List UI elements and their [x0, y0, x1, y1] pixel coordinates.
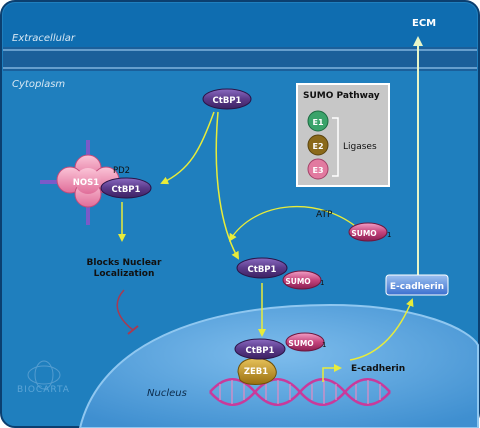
ctbp1-sumo-complex: CtBP1 SUMO 1	[236, 257, 324, 290]
promoter-arrow	[322, 364, 342, 382]
sumo-nuc-label: SUMO	[288, 339, 313, 348]
nucleus	[78, 303, 479, 428]
ctbp1-top-label: CtBP1	[213, 96, 242, 106]
e1-enzyme	[307, 110, 329, 132]
cell-membrane	[3, 47, 477, 71]
e2-label: E2	[312, 142, 323, 151]
arrow-gene-to-protein	[349, 298, 414, 361]
arrow-ctbp1-to-sumoylation	[215, 111, 239, 260]
atp-label: ATP	[316, 210, 333, 220]
sumo-pathway-box: SUMO Pathway Ligases E1 E2 E3	[296, 83, 390, 187]
blocks-label-line1: Blocks Nuclear	[87, 258, 162, 268]
e3-enzyme	[307, 158, 329, 180]
extracellular-label: Extracellular	[12, 33, 76, 44]
inhibition-arrow	[116, 289, 134, 331]
sumo-nuc-subscript: 1	[322, 341, 326, 349]
e1-label: E1	[312, 118, 323, 127]
e-cadherin-gene-label: E-cadherin	[351, 364, 405, 374]
cytoplasm-label: Cytoplasm	[12, 79, 65, 90]
nucleus-label: Nucleus	[147, 388, 187, 399]
e3-label: E3	[312, 166, 323, 175]
sumo-free	[348, 222, 388, 242]
ctbp1-nos-label: CtBP1	[112, 185, 141, 195]
ligases-label: Ligases	[343, 142, 377, 152]
sumo-mid-label: SUMO	[285, 277, 310, 286]
ctbp1-nuc-label: CtBP1	[246, 346, 275, 356]
zeb1-label: ZEB1	[244, 367, 268, 377]
sumo-free-label: SUMO	[351, 229, 376, 238]
biocarta-logo: BIOCARTA	[17, 360, 70, 395]
ctbp1-cytoplasmic	[202, 88, 252, 110]
e2-enzyme	[307, 134, 329, 156]
e-cadherin-protein-label: E-cadherin	[390, 282, 444, 292]
nuclear-repressor-complex: ZEB1 CtBP1 SUMO 1	[234, 332, 326, 385]
nos1-label: NOS1	[73, 178, 99, 188]
biocarta-watermark: BIOCARTA	[17, 385, 70, 395]
blocks-label-line2: Localization	[94, 269, 155, 279]
arrow-ctbp1-to-nos1	[160, 111, 215, 185]
sumo-pathway-title: SUMO Pathway	[303, 91, 380, 101]
ctbp1-bound-nos1	[100, 177, 152, 199]
ctbp1-sumoylated	[236, 257, 288, 279]
ctbp1-mid-label: CtBP1	[248, 265, 277, 275]
e-cadherin-protein	[385, 274, 449, 296]
ctbp1-nuclear	[234, 338, 286, 360]
ecm-label: ECM	[412, 18, 436, 29]
sumo-free-subscript: 1	[387, 231, 391, 239]
pd2-label: PD2	[113, 166, 130, 176]
zeb1	[237, 357, 277, 385]
nos1-ctbp1-complex: NOS1 CtBP1 PD2	[40, 140, 152, 225]
sumo-mid-subscript: 1	[320, 279, 324, 287]
sumo-mid	[282, 270, 322, 290]
sumo-nuclear	[285, 332, 325, 352]
arrow-sumo-to-ctbp1	[228, 205, 361, 242]
